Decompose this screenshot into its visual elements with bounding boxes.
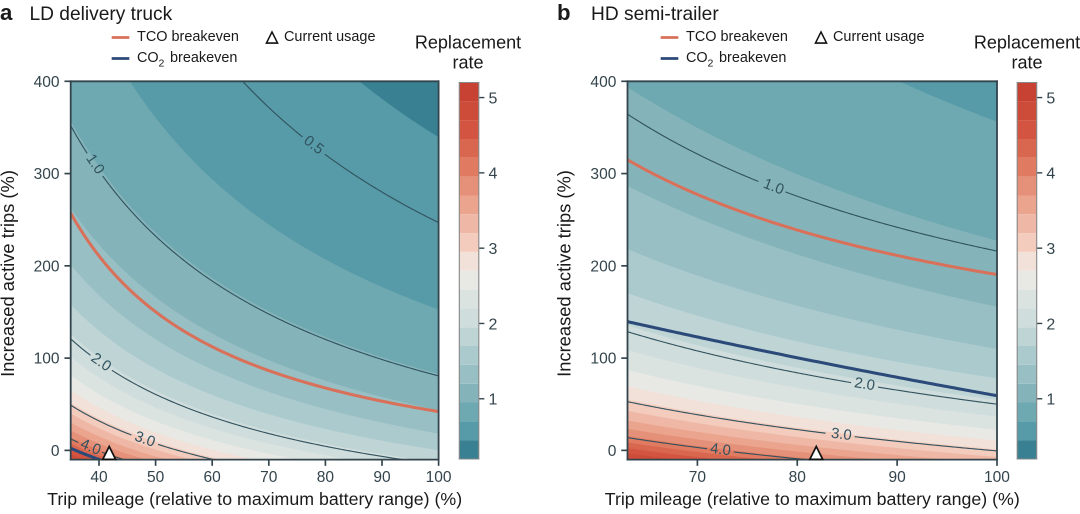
svg-text:80: 80 bbox=[317, 469, 335, 486]
svg-text:0: 0 bbox=[51, 443, 60, 460]
svg-text:breakeven: breakeven bbox=[719, 50, 786, 66]
svg-text:CO: CO bbox=[137, 50, 159, 66]
svg-text:Trip mileage (relative to maxi: Trip mileage (relative to maximum batter… bbox=[605, 489, 1020, 509]
svg-text:CO: CO bbox=[686, 50, 708, 66]
svg-text:100: 100 bbox=[34, 351, 60, 368]
svg-text:1.0: 1.0 bbox=[761, 176, 786, 198]
svg-text:90: 90 bbox=[373, 469, 391, 486]
svg-text:Replacement: Replacement bbox=[974, 33, 1080, 53]
svg-text:60: 60 bbox=[204, 469, 222, 486]
svg-text:2: 2 bbox=[1046, 316, 1055, 333]
svg-text:40: 40 bbox=[90, 469, 108, 486]
svg-text:5: 5 bbox=[489, 90, 498, 107]
svg-text:100: 100 bbox=[984, 469, 1010, 486]
svg-text:80: 80 bbox=[789, 469, 807, 486]
svg-text:LD delivery truck: LD delivery truck bbox=[30, 4, 173, 25]
svg-text:Increased active trips (%): Increased active trips (%) bbox=[0, 170, 18, 377]
svg-text:90: 90 bbox=[888, 469, 906, 486]
svg-text:Current usage: Current usage bbox=[284, 29, 376, 45]
svg-text:TCO breakeven: TCO breakeven bbox=[137, 29, 239, 45]
svg-text:Increased active trips (%): Increased active trips (%) bbox=[554, 170, 575, 377]
svg-text:1: 1 bbox=[1046, 392, 1055, 409]
svg-text:HD semi-trailer: HD semi-trailer bbox=[591, 4, 719, 25]
svg-text:3.0: 3.0 bbox=[132, 429, 157, 451]
svg-text:3: 3 bbox=[489, 241, 498, 258]
svg-text:3.0: 3.0 bbox=[830, 426, 852, 444]
svg-text:4.0: 4.0 bbox=[709, 441, 731, 459]
svg-text:3: 3 bbox=[1046, 241, 1055, 258]
svg-text:2.0: 2.0 bbox=[853, 375, 876, 394]
svg-text:200: 200 bbox=[34, 258, 60, 275]
svg-text:70: 70 bbox=[689, 469, 707, 486]
svg-text:a: a bbox=[0, 0, 13, 25]
svg-text:200: 200 bbox=[590, 258, 616, 275]
svg-text:100: 100 bbox=[426, 469, 452, 486]
svg-text:400: 400 bbox=[34, 74, 60, 91]
svg-text:50: 50 bbox=[147, 469, 165, 486]
svg-text:100: 100 bbox=[590, 351, 616, 368]
svg-text:0: 0 bbox=[608, 443, 617, 460]
svg-text:4.0: 4.0 bbox=[78, 436, 103, 459]
svg-text:2: 2 bbox=[708, 58, 714, 70]
svg-text:400: 400 bbox=[590, 74, 616, 91]
svg-text:breakeven: breakeven bbox=[170, 50, 237, 66]
svg-text:4: 4 bbox=[1046, 166, 1055, 183]
svg-text:TCO breakeven: TCO breakeven bbox=[686, 29, 788, 45]
svg-text:Current usage: Current usage bbox=[833, 29, 925, 45]
svg-text:300: 300 bbox=[34, 166, 60, 183]
svg-text:5: 5 bbox=[1046, 90, 1055, 107]
svg-text:b: b bbox=[557, 0, 571, 25]
svg-text:300: 300 bbox=[590, 166, 616, 183]
svg-text:70: 70 bbox=[260, 469, 278, 486]
svg-text:1: 1 bbox=[489, 392, 498, 409]
svg-text:Replacement: Replacement bbox=[415, 33, 521, 53]
svg-text:2: 2 bbox=[159, 58, 165, 70]
svg-text:2: 2 bbox=[489, 316, 498, 333]
svg-text:rate: rate bbox=[452, 53, 483, 73]
svg-text:4: 4 bbox=[489, 166, 498, 183]
svg-text:rate: rate bbox=[1011, 53, 1042, 73]
svg-text:Trip mileage (relative to maxi: Trip mileage (relative to maximum batter… bbox=[47, 489, 462, 509]
